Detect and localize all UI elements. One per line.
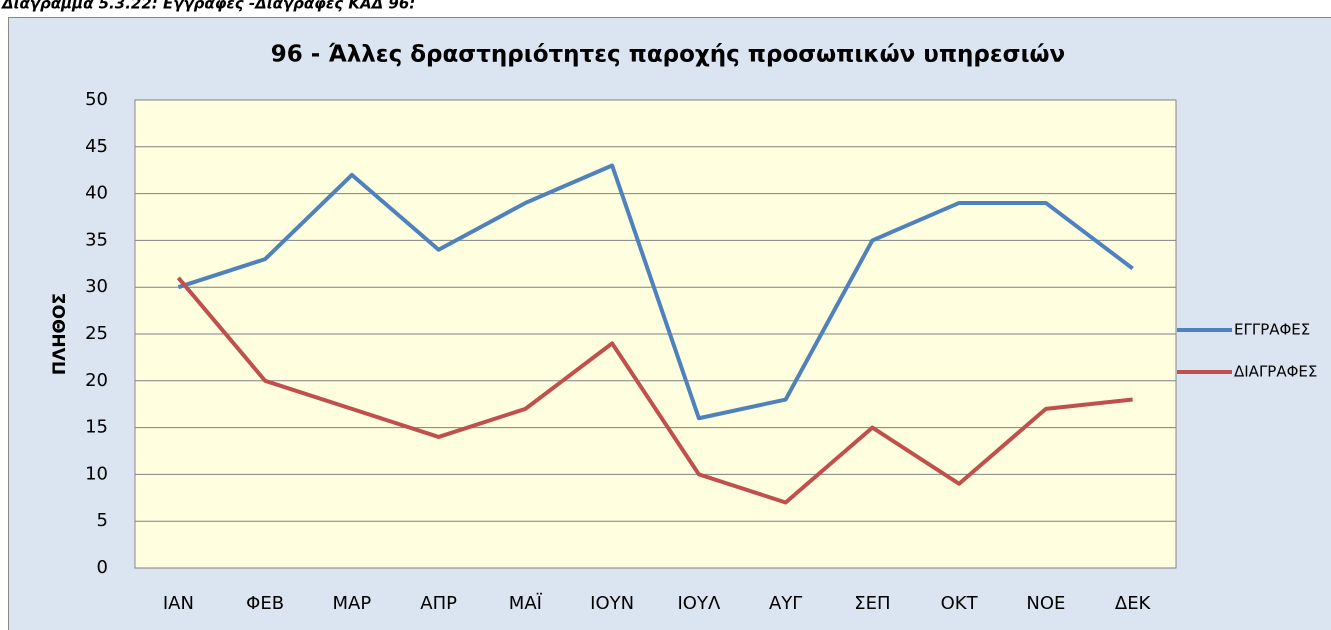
y-tick-label: 30 [85, 276, 108, 297]
caption: Διάγραμμα 5.3.22: Εγγραφές -Διαγραφές ΚΑ… [1, 0, 415, 13]
y-tick-label: 10 [85, 463, 108, 484]
legend-label: ΕΓΓΡΑΦΕΣ [1234, 321, 1310, 339]
y-tick-label: 45 [85, 136, 108, 157]
chart-title: 96 - Άλλες δραστηριότητες παροχής προσωπ… [271, 42, 1065, 68]
y-tick-label: 5 [97, 510, 108, 531]
legend-label: ΔΙΑΓΡΑΦΕΣ [1234, 363, 1317, 381]
y-tick-label: 25 [85, 323, 108, 344]
x-tick-label: ΟΚΤ [941, 593, 979, 614]
y-tick-label: 15 [85, 417, 108, 438]
x-tick-label: ΦΕΒ [246, 593, 284, 614]
series-line [176, 276, 1133, 505]
y-tick-label: 0 [97, 557, 108, 578]
x-tick-label: ΣΕΠ [854, 593, 890, 614]
y-axis-label: ΠΛΗΘΟΣ [50, 293, 70, 375]
y-tick-label: 20 [85, 370, 108, 391]
x-tick-label: ΑΥΓ [769, 593, 802, 614]
x-tick-label: ΝΟΕ [1026, 593, 1065, 614]
x-tick-label: ΑΠΡ [420, 593, 457, 614]
y-tick-label: 40 [85, 183, 108, 204]
x-tick-label: ΙΑΝ [163, 593, 194, 614]
series-line [177, 163, 1134, 421]
x-tick-label: ΔΕΚ [1115, 593, 1152, 614]
x-tick-label: ΜΑΡ [333, 593, 372, 614]
y-tick-label: 50 [85, 89, 108, 110]
y-tick-label: 35 [85, 229, 108, 250]
x-tick-label: ΙΟΥΝ [590, 593, 634, 614]
x-tick-label: ΙΟΥΛ [677, 593, 720, 614]
x-tick-label: ΜΑΪ [509, 593, 543, 614]
